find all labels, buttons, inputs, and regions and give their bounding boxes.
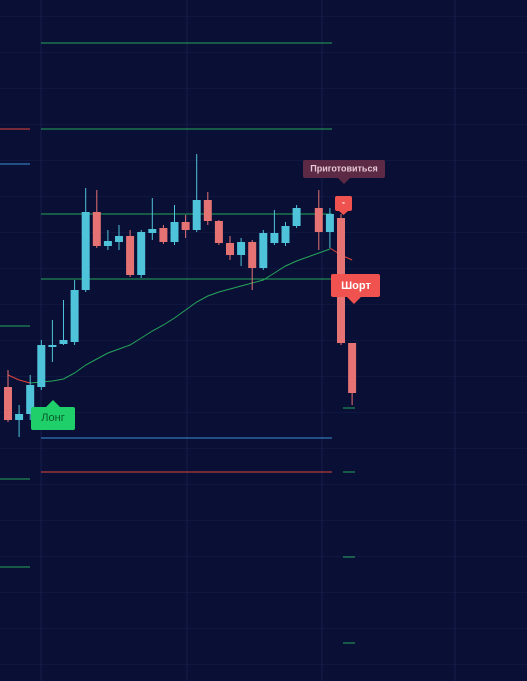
- ma-line: [30, 248, 331, 384]
- candle-body: [237, 242, 246, 255]
- candle-body: [181, 222, 190, 230]
- candle-body: [92, 212, 101, 246]
- candle-body: [15, 414, 24, 420]
- candle-body: [137, 232, 146, 275]
- candle-body: [70, 290, 79, 342]
- annotation-text: Лонг: [41, 412, 64, 424]
- candle-body: [203, 200, 212, 221]
- vertical-grid: [40, 0, 456, 681]
- annotation-short: Шорт: [331, 274, 380, 304]
- candle-body: [259, 233, 268, 268]
- candle-body: [59, 340, 68, 344]
- candle-body: [26, 385, 35, 414]
- candle-body: [37, 345, 46, 387]
- candle-body: [4, 387, 12, 420]
- candle-body: [325, 214, 334, 232]
- candle-body: [159, 228, 168, 242]
- candle-body: [270, 233, 279, 243]
- candle-body: [248, 242, 257, 268]
- candle-body: [292, 208, 301, 226]
- annotation-long: Лонг: [31, 400, 75, 430]
- candle-body: [170, 222, 179, 242]
- annotation-text: Приготовиться: [310, 163, 377, 173]
- candle-body: [214, 221, 223, 243]
- annotation-signal: -: [335, 196, 352, 215]
- candle-body: [126, 236, 135, 275]
- candle-body: [226, 243, 234, 255]
- annotation-text: Шорт: [341, 280, 371, 292]
- candle-body: [192, 200, 201, 230]
- annotation-text: -: [342, 197, 345, 207]
- candle-body: [348, 343, 357, 393]
- candle-body: [115, 236, 123, 242]
- candle-body: [148, 229, 157, 233]
- annotation-prepare: Приготовиться: [303, 160, 385, 184]
- candle-body: [81, 212, 90, 290]
- candle-body: [281, 226, 290, 243]
- candle-body: [314, 208, 323, 232]
- candle-body: [103, 241, 112, 246]
- candle-body: [48, 345, 57, 347]
